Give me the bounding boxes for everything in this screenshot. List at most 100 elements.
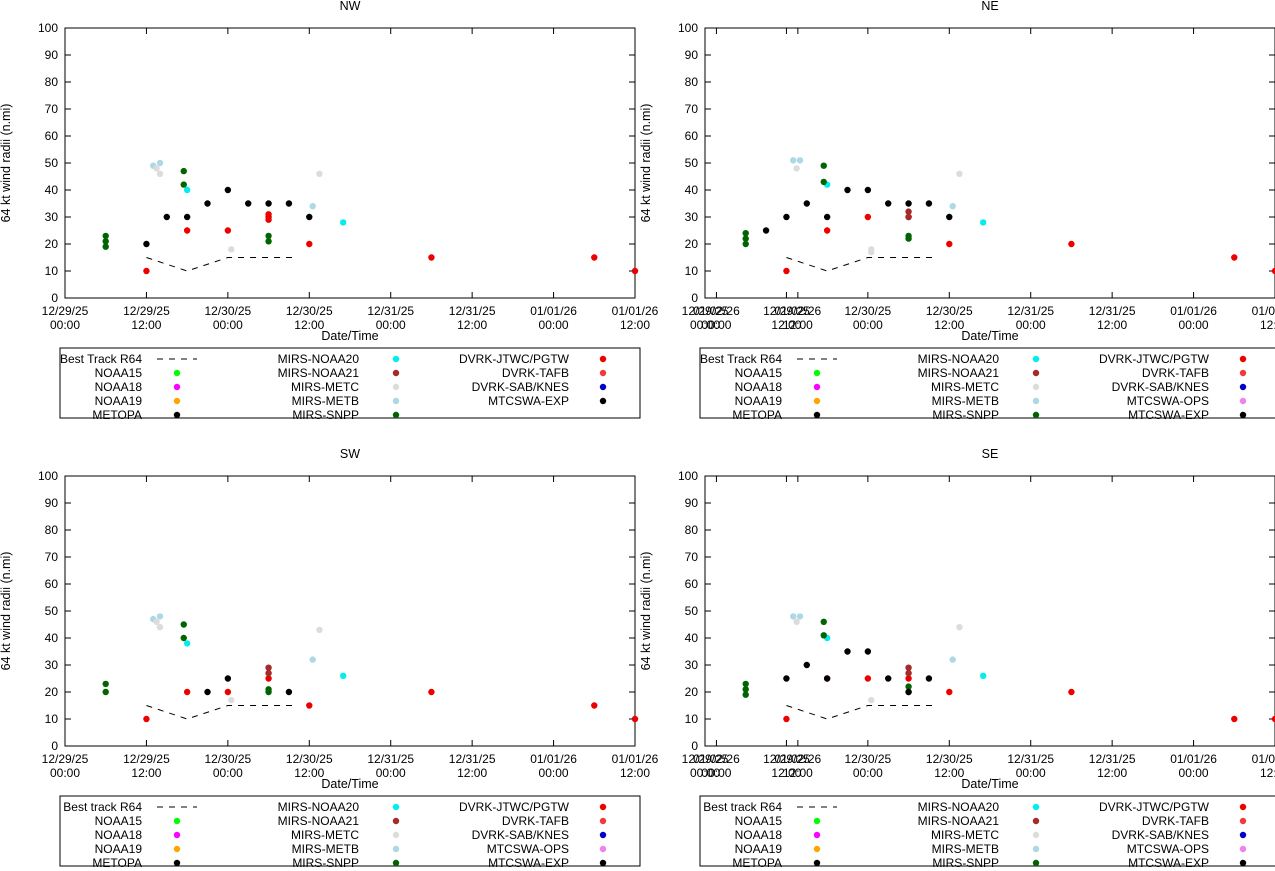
series-dvrk-jtwc-pgtw [143,211,639,275]
data-point [949,656,956,663]
x-axis-label: Date/Time [321,777,378,791]
legend-label: NOAA18 [735,380,783,394]
x-tick-label-time: 12:00 [783,766,813,780]
x-tick-label-date: 01/01/26 [612,304,659,318]
y-tick-label: 70 [45,550,59,564]
legend-dot [599,831,607,839]
legend-dot [173,383,181,391]
legend-dot [599,803,607,811]
legend-dot [599,397,607,405]
legend-label: METOPA [732,408,782,422]
legend-dot [1239,859,1247,867]
legend-label: MIRS-SNPP [292,408,359,422]
y-tick-label: 80 [45,523,59,537]
x-tick-label-date: 12/31/25 [449,304,496,318]
series-mirs-noaa20 [823,181,987,226]
x-tick-label-date: 12/30/25 [844,752,891,766]
best-track-line [146,257,296,272]
data-point [1271,715,1275,723]
data-point [762,227,770,234]
legend-dot [173,397,181,405]
legend-dot [1032,383,1040,391]
x-tick-label-date: 12/30/25 [926,304,973,318]
data-point [790,157,797,164]
legend-dot [1239,817,1247,825]
legend-dot [1239,845,1247,853]
legend-label: METOPA [92,856,142,870]
x-tick-label-time: 00:00 [50,318,80,332]
data-point [946,688,953,696]
legend-dot [1032,859,1040,867]
legend-dot [173,411,181,419]
series-dvrk-jtwc-pgtw [783,675,1275,723]
data-point [183,688,191,696]
series-mirs-metb [150,159,316,210]
x-tick-label-date: 12/29/25 [682,304,729,318]
data-point [905,664,912,671]
x-tick-label-date: 01/01/26 [1170,304,1217,318]
legend-label: MIRS-METB [932,842,999,856]
legend-dot [1032,411,1040,419]
legend-dot [813,397,821,405]
legend-label: Best track R64 [63,800,142,814]
x-tick-label-date: 12/29/25 [123,752,170,766]
legend-dot [1239,397,1247,405]
data-point [306,213,313,221]
y-tick-label: 30 [685,210,699,224]
data-point [742,691,749,698]
data-point [204,200,211,207]
x-tick-label-date: 12/30/25 [286,304,333,318]
y-tick-label: 10 [45,712,59,726]
data-point [742,230,749,237]
legend-dot [1239,411,1247,419]
y-tick-label: 10 [685,712,699,726]
data-point [905,688,912,696]
data-point [156,170,164,177]
chart-panel-ne: NE010203040506070809010012/29/2500:0012/… [639,0,1275,422]
legend-label: MIRS-METC [931,828,999,842]
legend-label: NOAA19 [95,842,143,856]
legend-dot [599,845,607,853]
series-mtcswa-exp [783,648,933,696]
legend-dot [1239,383,1247,391]
data-point [102,680,109,688]
legend-label: Best track R64 [703,800,782,814]
legend-label: MIRS-METC [291,828,359,842]
legend-label: DVRK-JTWC/PGTW [459,352,570,366]
data-point [285,200,293,207]
legend-label: NOAA19 [735,394,783,408]
y-tick-label: 80 [685,75,699,89]
y-tick-label: 70 [45,102,59,116]
x-tick-label-time: 12:00 [457,766,487,780]
data-point [885,200,892,207]
x-tick-label-time: 12:00 [1260,766,1275,780]
x-tick-label-time: 12:00 [131,766,161,780]
x-tick-label-date: 12/29/25 [123,304,170,318]
legend-label: MIRS-NOAA21 [278,366,360,380]
legend-label: MTCSWA-OPS [1127,842,1209,856]
series-dvrk-jtwc-pgtw [783,213,1275,275]
legend-dot [599,859,607,867]
legend-dot [392,369,400,377]
x-tick-label-time: 12:00 [934,766,964,780]
data-point [631,715,639,723]
legend-label: DVRK-JTWC/PGTW [459,800,570,814]
x-tick-label-time: 00:00 [701,318,731,332]
legend-dot [1239,831,1247,839]
legend-dot [173,831,181,839]
x-tick-label-date: 12/30/25 [204,752,251,766]
data-point [905,208,912,215]
x-tick-label-date: 12/29/25 [42,752,89,766]
data-point [265,675,272,682]
data-point [905,669,912,677]
series-mirs-snpp [102,167,272,250]
x-tick-label-date: 01/02/26 [693,304,740,318]
data-point [783,675,790,682]
x-tick-label-time: 00:00 [1179,766,1209,780]
x-tick-label-time: 00:00 [690,318,720,332]
legend-label: MIRS-NOAA20 [918,352,1000,366]
plot-frame [64,27,636,299]
data-point [783,267,790,275]
